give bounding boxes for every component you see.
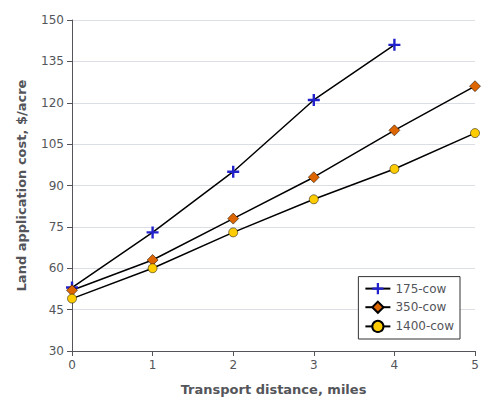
- svg-text:3: 3: [310, 358, 318, 372]
- svg-text:Land application cost, $/acre: Land application cost, $/acre: [14, 79, 29, 291]
- svg-text:45: 45: [49, 303, 64, 317]
- svg-text:120: 120: [41, 96, 64, 110]
- svg-text:150: 150: [41, 13, 64, 27]
- svg-text:75: 75: [49, 220, 64, 234]
- svg-text:5: 5: [471, 358, 479, 372]
- svg-text:1400-cow: 1400-cow: [395, 319, 454, 333]
- svg-text:Transport distance, miles: Transport distance, miles: [181, 382, 367, 397]
- svg-text:2: 2: [229, 358, 237, 372]
- svg-text:105: 105: [41, 137, 64, 151]
- svg-text:350-cow: 350-cow: [395, 300, 446, 314]
- svg-text:1: 1: [149, 358, 157, 372]
- svg-text:135: 135: [41, 54, 64, 68]
- svg-text:175-cow: 175-cow: [395, 282, 446, 296]
- svg-text:60: 60: [49, 261, 64, 275]
- svg-text:90: 90: [49, 179, 64, 193]
- svg-text:4: 4: [391, 358, 399, 372]
- svg-text:30: 30: [49, 344, 64, 358]
- svg-text:0: 0: [68, 358, 76, 372]
